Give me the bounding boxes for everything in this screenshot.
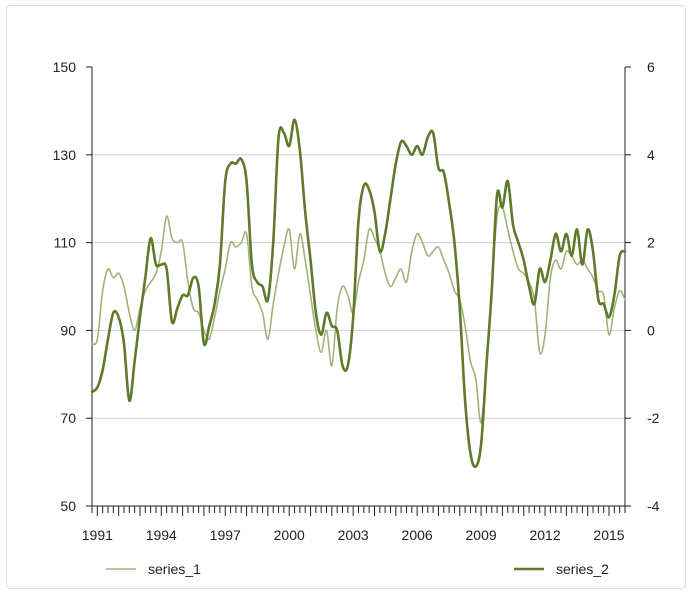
x-tick-label: 2000	[274, 527, 305, 543]
x-axis-ticks: 1991 1994 1997 2000 2003 2006 2009 2012 2015	[82, 506, 626, 543]
chart-frame	[6, 5, 686, 589]
x-tick-label: 1997	[210, 527, 241, 543]
right-axis-ticks: -4 -2 0 2 4 6	[625, 59, 660, 514]
left-tick-label: 110	[54, 235, 77, 251]
left-tick-label: 70	[60, 410, 76, 426]
left-tick-label: 150	[53, 59, 77, 75]
left-axis-ticks: 50 70 90 110 130 150	[53, 59, 92, 514]
x-tick-label: 2012	[529, 527, 560, 543]
legend: series_1 series_2	[106, 561, 609, 577]
grid-lines	[92, 154, 625, 419]
legend-label-series-1: series_1	[148, 561, 201, 577]
legend-label-series-2: series_2	[556, 561, 609, 577]
right-tick-label: 4	[647, 147, 655, 163]
left-tick-label: 50	[60, 498, 76, 514]
x-tick-label: 2003	[338, 527, 369, 543]
right-tick-label: -4	[647, 498, 660, 514]
x-tick-label: 2015	[593, 527, 624, 543]
left-tick-label: 90	[60, 322, 76, 338]
x-tick-label: 2009	[466, 527, 497, 543]
series-line-2	[90, 118, 627, 469]
x-tick-label: 1991	[82, 527, 113, 543]
x-tick-label: 2006	[402, 527, 433, 543]
right-tick-label: 0	[647, 322, 655, 338]
series-line-1	[91, 205, 626, 424]
right-tick-label: -2	[647, 410, 660, 426]
right-tick-label: 6	[647, 59, 655, 75]
x-tick-label: 1994	[146, 527, 177, 543]
left-tick-label: 130	[53, 147, 77, 163]
right-tick-label: 2	[647, 235, 655, 251]
series-lines	[90, 118, 627, 469]
